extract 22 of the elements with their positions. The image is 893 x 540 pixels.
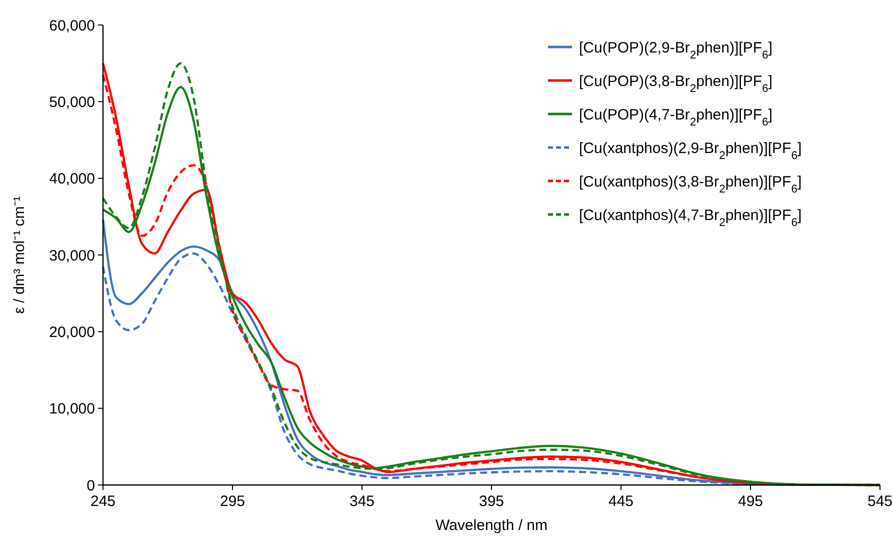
x-tick-label: 495 xyxy=(738,493,764,510)
legend-label: [Cu(POP)(2,9-Br$_{2}$phen)][PF$_{6}$] xyxy=(579,39,772,62)
y-axis-title: ε / dm³ mol⁻¹ cm⁻¹ xyxy=(11,196,28,314)
x-tick-label: 445 xyxy=(608,493,634,510)
x-axis-title: Wavelength / nm xyxy=(436,517,548,534)
x-tick-label: 245 xyxy=(90,493,116,510)
legend-label: [Cu(POP)(4,7-Br$_{2}$phen)][PF$_{6}$] xyxy=(579,106,772,128)
legend-label: [Cu(POP)(3,8-Br$_{2}$phen)][PF$_{6}$] xyxy=(579,72,772,95)
y-tick-label: 20,000 xyxy=(49,324,95,341)
y-tick-label: 0 xyxy=(86,477,95,494)
y-tick-label: 60,000 xyxy=(49,17,95,34)
y-tick-label: 50,000 xyxy=(49,94,95,111)
y-tick-label: 10,000 xyxy=(49,400,95,418)
y-tick-label: 40,000 xyxy=(49,170,95,188)
x-tick-label: 395 xyxy=(478,493,504,510)
x-tick-label: 345 xyxy=(349,493,375,510)
x-tick-label: 295 xyxy=(220,493,246,510)
y-tick-label: 30,000 xyxy=(49,247,95,264)
legend-label: [Cu(xantphos)(3,8-Br$_{2}$phen)][PF$_{6}$] xyxy=(579,173,802,196)
x-tick-label: 545 xyxy=(867,493,893,510)
legend-label: [Cu(xantphos)(4,7-Br$_{2}$phen)][PF$_{6}$] xyxy=(579,206,802,229)
legend-label: [Cu(xantphos)(2,9-Br$_{2}$phen)][PF$_{6}$] xyxy=(579,140,802,162)
